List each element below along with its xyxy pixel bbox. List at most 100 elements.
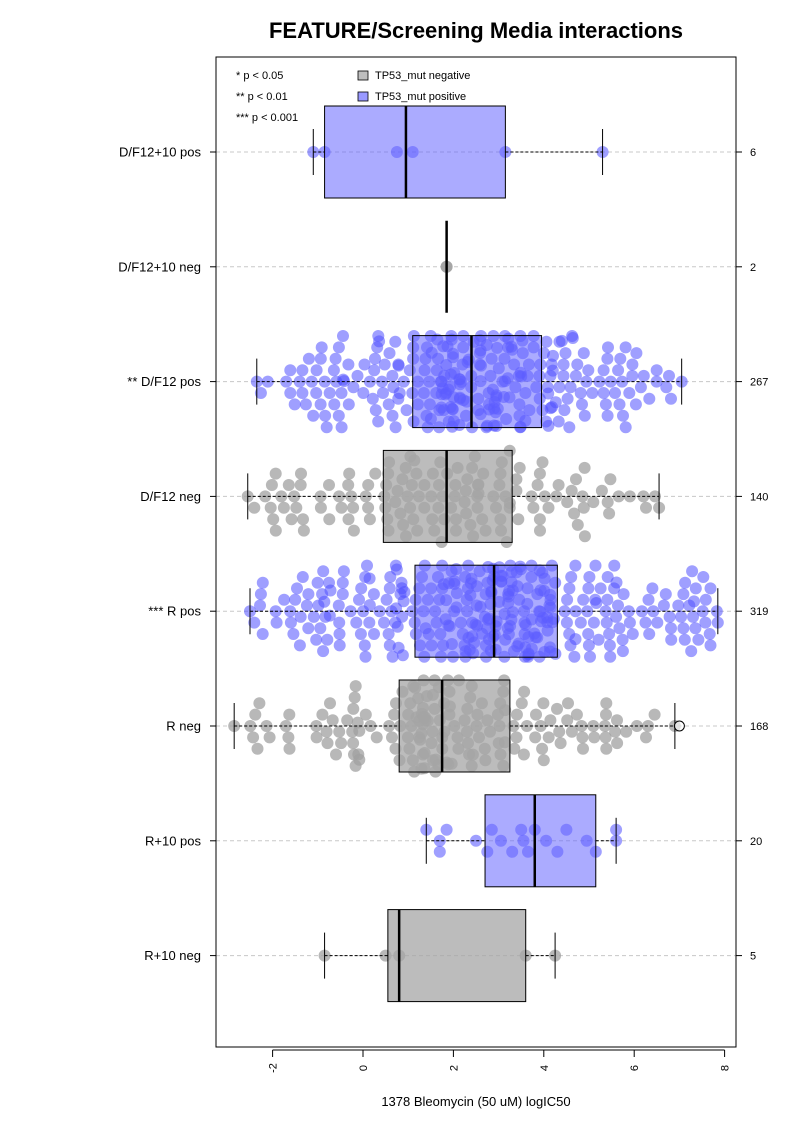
data-point bbox=[302, 622, 315, 635]
data-point bbox=[597, 364, 610, 377]
data-point bbox=[646, 582, 659, 595]
data-point bbox=[372, 415, 385, 428]
data-point bbox=[393, 387, 406, 400]
data-point bbox=[553, 725, 566, 738]
data-point bbox=[599, 731, 612, 744]
data-point bbox=[569, 369, 582, 382]
data-point bbox=[291, 582, 303, 595]
data-point bbox=[341, 714, 354, 727]
data-point bbox=[348, 691, 361, 704]
data-point bbox=[350, 616, 363, 629]
data-point bbox=[282, 731, 295, 744]
data-point bbox=[326, 714, 339, 727]
data-point bbox=[608, 559, 621, 572]
data-point bbox=[577, 593, 590, 606]
data-point bbox=[581, 605, 594, 618]
data-point bbox=[373, 605, 386, 618]
count-label: 5 bbox=[750, 951, 756, 963]
data-point bbox=[314, 398, 327, 411]
data-point bbox=[386, 409, 399, 422]
data-point bbox=[287, 628, 300, 640]
data-point bbox=[332, 599, 345, 612]
data-point bbox=[318, 595, 331, 608]
data-point bbox=[327, 364, 340, 377]
box bbox=[414, 564, 558, 658]
data-point bbox=[300, 599, 313, 612]
data-point bbox=[347, 702, 360, 715]
data-point bbox=[617, 409, 629, 422]
data-point bbox=[249, 708, 262, 721]
data-point bbox=[433, 845, 446, 858]
x-tick-label: 0 bbox=[358, 1065, 370, 1071]
data-point bbox=[284, 387, 297, 399]
data-point bbox=[620, 725, 633, 738]
data-point bbox=[663, 610, 676, 623]
data-point bbox=[510, 484, 523, 497]
data-point bbox=[574, 616, 587, 629]
data-point bbox=[689, 582, 702, 595]
data-point bbox=[619, 341, 632, 354]
data-point bbox=[536, 456, 549, 469]
data-point bbox=[584, 650, 596, 663]
data-point bbox=[589, 559, 602, 572]
data-point bbox=[297, 524, 310, 537]
data-point bbox=[353, 593, 365, 606]
data-point bbox=[601, 409, 614, 422]
data-point bbox=[342, 513, 355, 526]
data-point bbox=[603, 628, 616, 640]
data-point bbox=[577, 501, 590, 514]
data-point bbox=[542, 387, 555, 400]
data-point bbox=[296, 387, 309, 399]
data-point bbox=[333, 725, 346, 738]
data-point bbox=[363, 572, 376, 585]
data-point bbox=[600, 616, 613, 629]
data-point bbox=[342, 398, 355, 411]
data-point bbox=[332, 409, 345, 422]
significance-legend-entry: ** p < 0.01 bbox=[236, 91, 288, 103]
data-point bbox=[630, 347, 643, 360]
category-label: ** D/F12 pos bbox=[127, 374, 201, 389]
data-point bbox=[685, 645, 698, 658]
data-point bbox=[320, 725, 333, 738]
data-point bbox=[335, 737, 348, 750]
data-point bbox=[570, 708, 583, 721]
data-point bbox=[295, 467, 307, 480]
data-point bbox=[582, 639, 595, 652]
data-point bbox=[351, 369, 364, 382]
data-point bbox=[643, 392, 656, 405]
data-point bbox=[577, 347, 590, 360]
data-point bbox=[400, 404, 413, 417]
legend-entry: TP53_mut negative bbox=[375, 70, 470, 82]
box bbox=[398, 679, 511, 773]
data-point bbox=[269, 467, 282, 480]
data-point bbox=[288, 398, 301, 411]
data-point bbox=[335, 501, 348, 514]
data-point bbox=[544, 714, 557, 727]
data-point bbox=[542, 419, 555, 432]
data-point bbox=[610, 576, 623, 589]
data-point bbox=[330, 748, 342, 761]
data-point bbox=[639, 616, 652, 629]
data-point bbox=[689, 622, 702, 635]
data-point bbox=[570, 473, 582, 486]
data-point bbox=[563, 421, 576, 434]
box bbox=[324, 105, 506, 199]
data-point bbox=[386, 369, 399, 382]
data-point bbox=[320, 421, 333, 434]
data-point bbox=[599, 398, 612, 411]
data-point bbox=[345, 490, 358, 503]
data-point bbox=[343, 467, 356, 480]
data-point bbox=[561, 392, 574, 405]
data-point bbox=[552, 479, 565, 491]
data-point bbox=[324, 697, 336, 710]
count-label: 267 bbox=[750, 377, 768, 389]
data-point bbox=[602, 341, 614, 354]
data-point bbox=[353, 753, 366, 766]
data-point bbox=[389, 335, 402, 348]
data-point bbox=[616, 645, 629, 658]
data-point bbox=[562, 697, 574, 710]
x-axis: -2 0 2 4 6 8 bbox=[268, 1049, 732, 1073]
data-point bbox=[269, 524, 282, 537]
